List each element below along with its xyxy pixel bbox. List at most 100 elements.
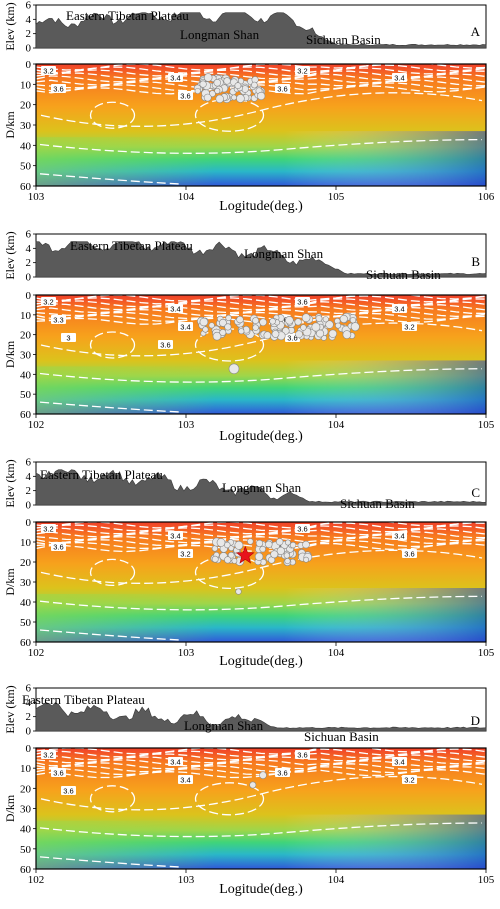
contour-label: 3.6 [277, 85, 287, 94]
contour-line [40, 322, 483, 357]
contour-label: 3.6 [53, 769, 63, 778]
contour-label: 3.4 [394, 305, 404, 314]
contour-label-box [61, 786, 76, 795]
hypocenter-cluster [210, 537, 313, 595]
hypocenter-cluster [193, 73, 266, 104]
lon-tick-label: 102 [28, 647, 45, 659]
contour-label: 3.6 [287, 334, 297, 343]
contour-line [39, 173, 181, 185]
hypocenter [225, 314, 232, 322]
contour-line [35, 82, 487, 92]
contour-label-box [392, 531, 407, 540]
velocity-shading [36, 594, 486, 642]
hypocenter [322, 316, 329, 323]
contour-line [39, 595, 483, 611]
elev-tick-label: 2 [26, 485, 32, 497]
contour-label: 3.6 [63, 787, 73, 796]
contour-label: 3.6 [277, 769, 287, 778]
contour-label-box [168, 757, 183, 766]
contour-line [89, 785, 136, 813]
lon-tick-label: 104 [328, 647, 345, 659]
depth-tick-label: 30 [20, 350, 32, 362]
contour-label: 3.6 [160, 341, 170, 350]
hypocenter [234, 540, 244, 550]
contour-line [35, 522, 487, 532]
velocity-shading [36, 820, 486, 869]
depth-tick-label: 40 [20, 597, 32, 609]
contour-line [40, 549, 483, 584]
contour-line [35, 306, 487, 317]
hypocenter [276, 546, 285, 555]
lon-tick-label: 103 [178, 874, 195, 886]
contour-label-box [51, 768, 66, 777]
hypocenter [294, 318, 302, 326]
contour-label: 3.6 [53, 85, 63, 94]
region-label: Longman Shan [180, 27, 260, 42]
contour-label: 3.4 [170, 532, 180, 541]
lon-axis-label: Logitude(deg.) [219, 199, 303, 214]
region-label: Longman Shan [244, 246, 324, 261]
contour-label: 3.2 [180, 550, 190, 559]
contour-label-box [168, 304, 183, 313]
hypocenter [350, 322, 360, 332]
contour-label-box [402, 549, 417, 558]
lon-axis-label: Logitude(deg.) [219, 429, 303, 444]
contour-label: 3.4 [394, 758, 404, 767]
elev-tick-label: 6 [26, 229, 32, 241]
hypocenter [271, 330, 280, 338]
hypocenter [236, 315, 244, 324]
hypocenter [283, 552, 290, 559]
hypocenter [255, 539, 264, 548]
contour-line [194, 782, 265, 816]
contour-line [35, 525, 487, 535]
contour-line [35, 312, 487, 322]
hypocenter [208, 322, 215, 329]
hypocenter [223, 77, 231, 85]
hypocenter [194, 87, 201, 95]
hypocenter [231, 557, 238, 564]
region-label: Longman Shan [184, 718, 264, 733]
lon-tick-label: 104 [328, 419, 345, 431]
depth-tick-label: 10 [20, 763, 32, 775]
hypocenter [202, 326, 209, 333]
elev-tick-label: 0 [26, 43, 32, 55]
mainshock-star-icon [235, 545, 255, 564]
hypocenter [252, 317, 260, 325]
panel-letter: B [471, 254, 480, 269]
hypocenter [270, 550, 279, 559]
contour-label-box [41, 297, 56, 306]
hypocenter [218, 318, 227, 327]
contour-label: 3.6 [53, 543, 63, 552]
panel-a: 0 2 4 6 Elev (km) Eastern Tibetan Plateau Long… [3, 0, 495, 214]
contour-label-box [178, 91, 193, 100]
panel-b: 0 2 4 6 Elev (km) Eastern Tibetan Plateau Long… [3, 229, 495, 445]
contour-label: 3.6 [297, 298, 307, 307]
depth-axis-label: D/km [3, 111, 17, 139]
contour-line [89, 558, 136, 587]
contour-label-box [168, 531, 183, 540]
panel-letter: C [471, 485, 480, 500]
contour-line [35, 760, 487, 770]
depth-tick-label: 0 [26, 290, 32, 302]
elevation-profile [35, 241, 487, 278]
contour-label: 3.6 [180, 92, 190, 101]
hypocenter [219, 329, 227, 336]
contour-line [35, 757, 487, 767]
depth-tick-label: 60 [20, 637, 32, 649]
contour-label-box [178, 322, 193, 331]
hypocenter [259, 318, 267, 327]
contour-label-box [275, 768, 290, 777]
contour-label-box [178, 549, 193, 558]
hypocenter [227, 551, 235, 559]
depth-tick-label: 20 [20, 330, 32, 342]
contour-label-box [61, 333, 76, 342]
contour-label-box [158, 340, 173, 349]
hypocenter [224, 541, 231, 549]
hypocenter [203, 93, 212, 102]
hypocenter [203, 73, 213, 82]
depth-tick-label: 40 [20, 824, 32, 836]
contour-label-box [295, 524, 310, 533]
depth-tick-label: 20 [20, 100, 32, 112]
region-label: Eastern Tibetan Plateau [70, 238, 193, 253]
elev-tick-label: 6 [26, 683, 32, 695]
